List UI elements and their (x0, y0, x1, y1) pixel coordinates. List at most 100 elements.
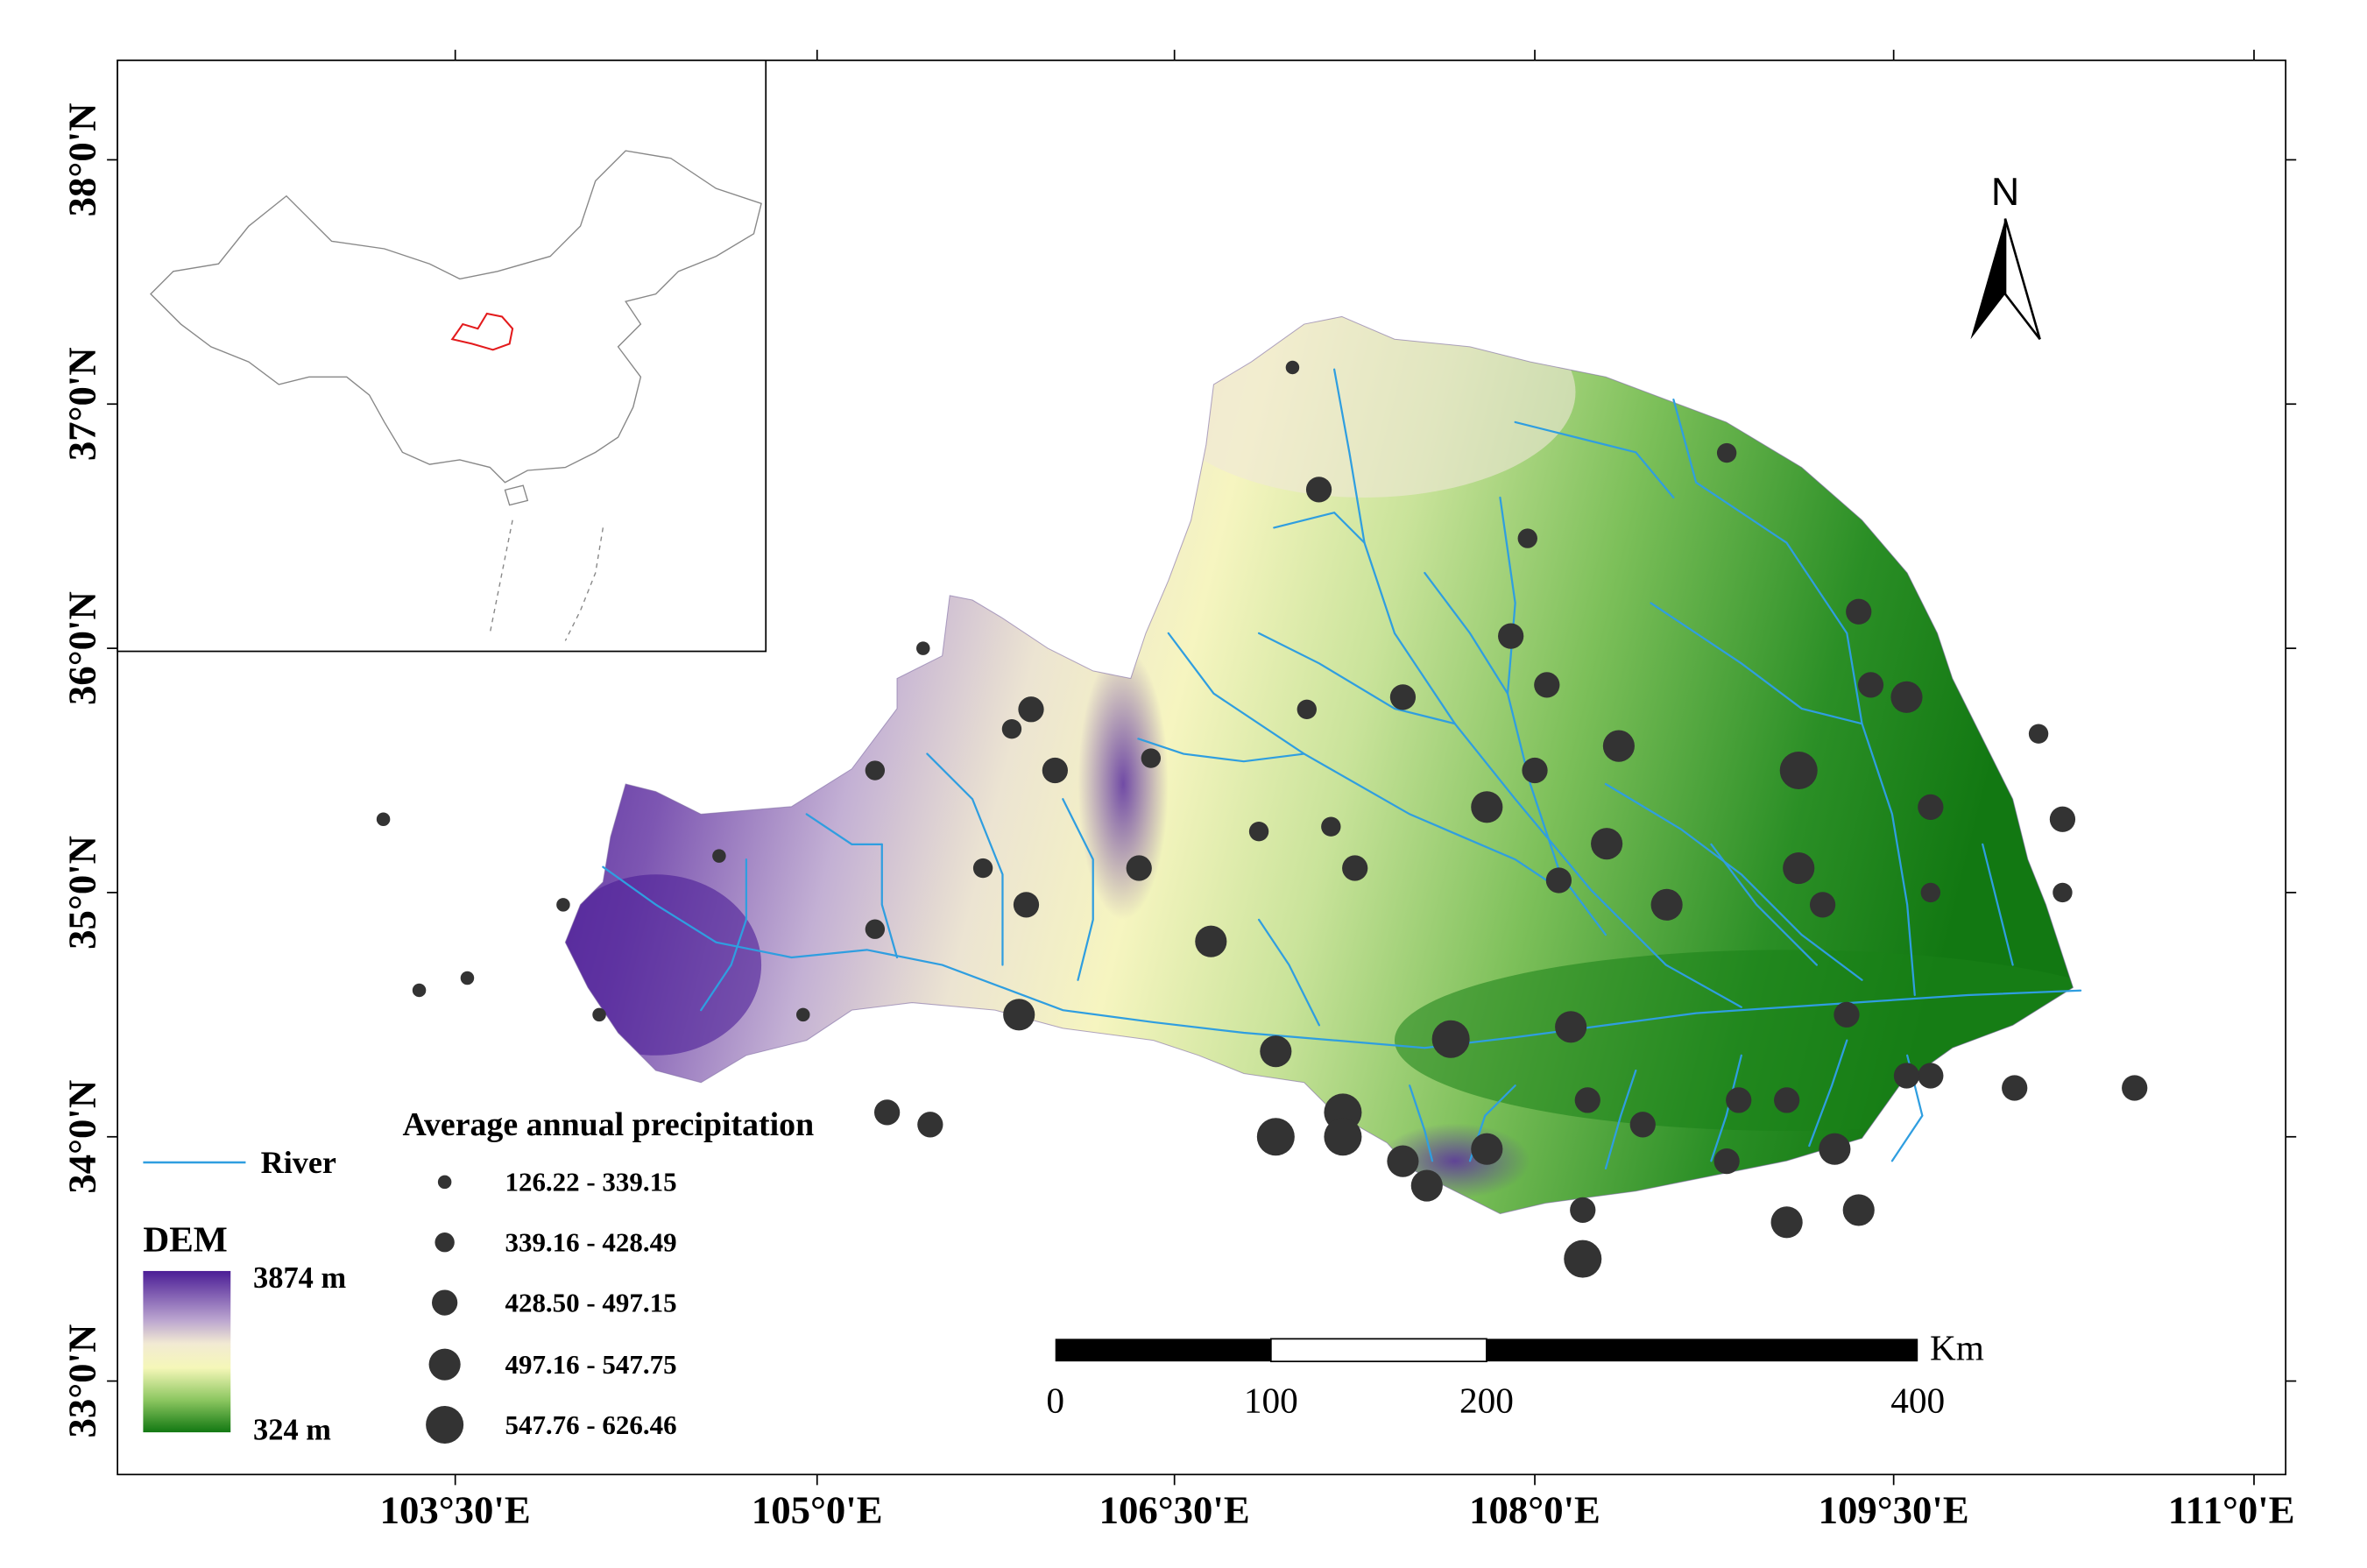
north-arrow-label: N (1991, 170, 2019, 214)
precip-class-label: 339.16 - 428.49 (505, 1227, 676, 1258)
station-point (1248, 822, 1269, 842)
station-point (712, 849, 726, 863)
x-tick-label: 106°30'E (1099, 1487, 1250, 1531)
legend-precipitation: Average annual precipitation 126.22 - 33… (402, 1106, 814, 1444)
station-point (1305, 477, 1332, 503)
station-point (1857, 672, 1884, 698)
legend-dem: DEM 3874 m 324 m (143, 1219, 346, 1447)
hainan-island (504, 484, 529, 506)
station-point (1893, 1063, 1920, 1089)
station-point (2122, 1075, 2148, 1101)
station-point (2053, 882, 2073, 903)
station-point (1570, 1197, 1596, 1224)
station-point (1126, 855, 1152, 881)
station-point (1774, 1087, 1800, 1113)
scale-bar-tick: 100 (1244, 1381, 1298, 1421)
station-points (376, 360, 2148, 1278)
station-point (1918, 1063, 1944, 1089)
river-tributary (1409, 1084, 1434, 1162)
precip-class-label: 497.16 - 547.75 (505, 1349, 676, 1380)
station-point (1770, 1206, 1803, 1239)
station-point (592, 1007, 606, 1022)
station-point (1517, 528, 1537, 548)
scale-bar-unit: Km (1930, 1327, 1984, 1367)
station-point (1522, 757, 1548, 784)
station-point (1779, 751, 1818, 790)
river-tributary (1710, 843, 1819, 966)
precip-class-symbol (428, 1348, 461, 1381)
precip-class-label: 547.76 - 626.46 (505, 1409, 676, 1440)
study-area-outline (450, 312, 514, 351)
precip-class-symbol (437, 1175, 452, 1190)
river-tributary (1273, 511, 1366, 544)
river-tributary (1062, 798, 1094, 981)
station-point (2049, 806, 2076, 832)
y-tick-label: 38°0'N (60, 103, 103, 217)
y-tick-label: 34°0'N (60, 1080, 103, 1194)
scale-bar-tick: 200 (1459, 1381, 1514, 1421)
precip-class-symbol (426, 1405, 464, 1444)
station-point (1920, 882, 1941, 903)
river-tributary (1167, 632, 1562, 891)
station-point (916, 641, 930, 655)
river-tributary (1710, 1054, 1742, 1162)
x-tick-label: 105°0'E (752, 1487, 883, 1531)
y-tick-label: 35°0'N (60, 836, 103, 950)
river-tributary (926, 752, 1004, 966)
river-tributary (1137, 738, 1305, 763)
y-tick-label: 33°0'N (60, 1324, 103, 1438)
x-tick-label: 108°0'E (1469, 1487, 1600, 1531)
precip-class-label: 126.22 - 339.15 (505, 1167, 676, 1197)
station-point (376, 812, 391, 827)
station-point (1324, 1118, 1362, 1156)
station-point (1389, 684, 1417, 710)
station-point (1809, 892, 1836, 918)
legend-river: River (143, 1145, 336, 1180)
x-tick-label: 109°30'E (1819, 1487, 1969, 1531)
station-point (1783, 851, 1815, 885)
inset-frame (117, 59, 767, 653)
river-tributary (1604, 1069, 1637, 1170)
station-point (1650, 888, 1683, 921)
station-point (972, 858, 993, 879)
dem-legend-min: 324 m (253, 1414, 331, 1447)
dem-legend-max: 3874 m (253, 1261, 346, 1295)
station-point (1819, 1133, 1851, 1165)
station-point (1013, 892, 1040, 918)
station-point (1564, 1240, 1602, 1278)
station-point (1534, 672, 1560, 698)
river-tributary (700, 858, 747, 1012)
precip-class-symbol (435, 1233, 455, 1253)
river-main-stem (602, 865, 2082, 1049)
river-tributary (1982, 843, 2014, 966)
y-tick-label: 36°0'N (60, 591, 103, 705)
scale-bar-tick: 400 (1890, 1381, 1945, 1421)
dem-legend-title: DEM (143, 1219, 227, 1260)
inset-map (117, 59, 767, 653)
station-point (1297, 699, 1317, 719)
station-point (1195, 925, 1227, 957)
river-tributary (1650, 602, 1863, 725)
station-point (1834, 1001, 1860, 1028)
china-outline (150, 150, 762, 484)
north-arrow: N (1970, 170, 2041, 341)
x-tick-label: 111°0'E (2168, 1487, 2295, 1531)
station-point (1260, 1035, 1292, 1068)
river-tributary (1514, 420, 1675, 499)
station-point (1574, 1087, 1600, 1113)
y-tick-label: 37°0'N (60, 347, 103, 461)
station-point (1890, 681, 1923, 713)
river-tributary (1257, 918, 1321, 1027)
station-point (1591, 828, 1623, 860)
station-point (1431, 1020, 1470, 1058)
precip-class-symbol (432, 1289, 458, 1316)
station-point (873, 1099, 901, 1126)
station-point (865, 760, 886, 780)
dem-color-ramp (143, 1270, 231, 1433)
station-point (1846, 598, 1872, 625)
river-network (602, 368, 2082, 1170)
x-tick-label: 103°30'E (380, 1487, 531, 1531)
station-point (1555, 1011, 1587, 1043)
station-point (1918, 794, 1944, 820)
